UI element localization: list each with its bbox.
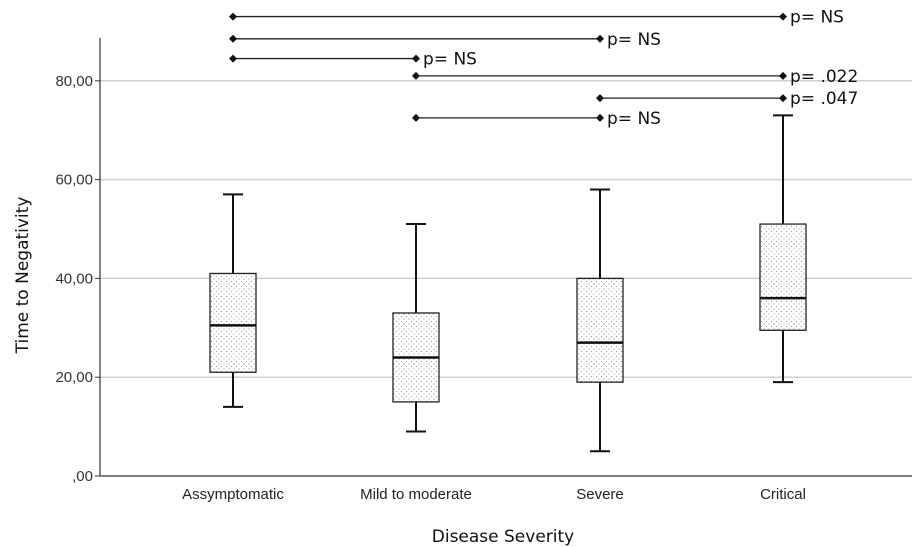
comparison-marker: [596, 94, 604, 103]
x-tick-label: Severe: [576, 486, 624, 503]
comparison-marker: [229, 34, 237, 43]
comparison-marker: [596, 113, 604, 122]
comparison-marker: [779, 71, 787, 80]
y-tick-label: 80,00: [55, 73, 93, 90]
y-axis-title: Time to Negativity: [13, 197, 33, 355]
p-value-label: p= NS: [790, 8, 844, 28]
iqr-box: [759, 223, 807, 331]
iqr-box: [209, 272, 257, 373]
axes: ,00 20,00 40,00 60,00 80,00 Assymptomatic Mild…: [55, 38, 912, 503]
comparison: p= .047: [596, 89, 858, 109]
p-value-label: p= NS: [423, 50, 477, 70]
y-tick-label: 40,00: [55, 270, 93, 287]
box-severe: [576, 188, 624, 453]
comparison-marker: [779, 94, 787, 103]
p-value-label: p= .047: [790, 89, 858, 109]
y-tick-label: 20,00: [55, 369, 93, 386]
comparison-marker: [779, 12, 787, 21]
comparison-marker: [229, 54, 237, 63]
y-tick-label: ,00: [72, 468, 93, 485]
comparison-marker: [412, 113, 420, 122]
comparison: p= NS: [229, 50, 477, 70]
p-value-label: p= NS: [607, 109, 661, 129]
p-value-label: p= NS: [607, 30, 661, 50]
comparison-marker: [412, 71, 420, 80]
comparison: p= NS: [412, 109, 661, 129]
comparison-marker: [412, 54, 420, 63]
iqr-box: [576, 277, 624, 383]
comparison: p= NS: [229, 30, 661, 50]
x-axis-title: Disease Severity: [432, 527, 574, 547]
x-tick-label: Critical: [760, 486, 806, 503]
x-tick-label: Assymptomatic: [182, 486, 284, 503]
boxes: [209, 114, 807, 453]
comparison: p= .022: [412, 67, 858, 87]
comparison-marker: [596, 34, 604, 43]
x-tick-label: Mild to moderate: [360, 486, 472, 503]
box-critical: [759, 114, 807, 384]
box-assymptomatic: [209, 193, 257, 408]
comparison: p= NS: [229, 8, 844, 28]
y-tick-label: 60,00: [55, 172, 93, 189]
comparison-marker: [229, 12, 237, 21]
box-mild-to-moderate: [392, 223, 440, 433]
p-value-label: p= .022: [790, 67, 858, 87]
